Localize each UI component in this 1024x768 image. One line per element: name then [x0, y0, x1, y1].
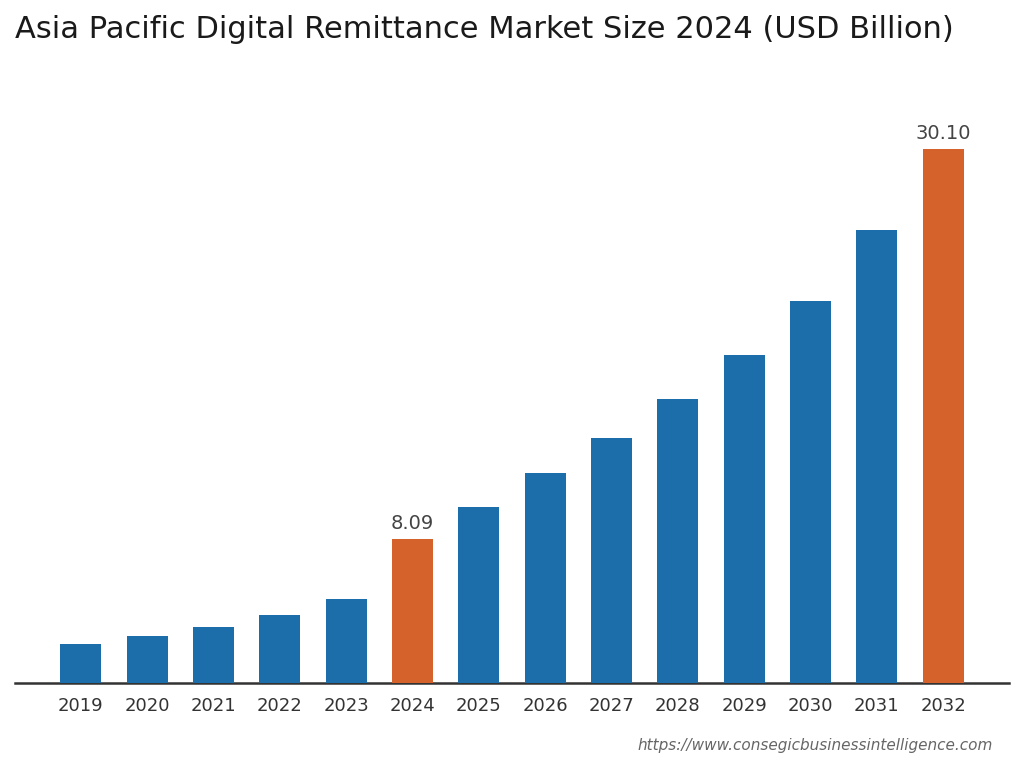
Bar	[923, 149, 964, 683]
Bar	[392, 539, 433, 683]
Bar	[524, 473, 565, 683]
Text: Asia Pacific Digital Remittance Market Size 2024 (USD Billion): Asia Pacific Digital Remittance Market S…	[15, 15, 953, 44]
Bar	[459, 507, 500, 683]
Bar	[591, 438, 632, 683]
Bar	[193, 627, 234, 683]
Bar	[790, 301, 831, 683]
Bar	[127, 636, 168, 683]
Text: 30.10: 30.10	[915, 124, 971, 143]
Bar	[657, 399, 698, 683]
Bar	[724, 355, 765, 683]
Text: 8.09: 8.09	[391, 514, 434, 533]
Bar	[326, 599, 367, 683]
Bar	[60, 644, 101, 683]
Bar	[259, 615, 300, 683]
Bar	[856, 230, 897, 683]
Text: https://www.consegicbusinessintelligence.com: https://www.consegicbusinessintelligence…	[638, 737, 993, 753]
